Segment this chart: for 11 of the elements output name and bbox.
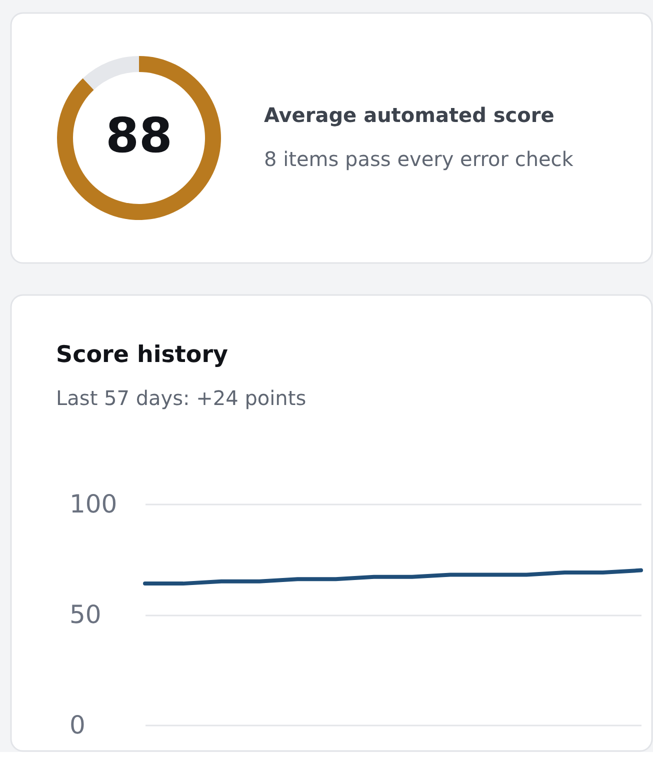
- donut-slice: [82, 56, 139, 90]
- chart-title: Score history: [56, 342, 228, 368]
- line-series: [143, 568, 643, 586]
- text: 8 items pass every error check: [264, 147, 574, 171]
- y-tick-label: 0: [70, 710, 86, 740]
- text: Average automated score: [264, 103, 554, 127]
- y-tick-label: 50: [70, 600, 102, 629]
- chart-subtitle: Last 57 days: +24 points: [56, 386, 306, 410]
- y-tick-label: 100: [70, 490, 118, 518]
- donut-slice: [57, 56, 221, 220]
- data-label: 88: [106, 108, 172, 164]
